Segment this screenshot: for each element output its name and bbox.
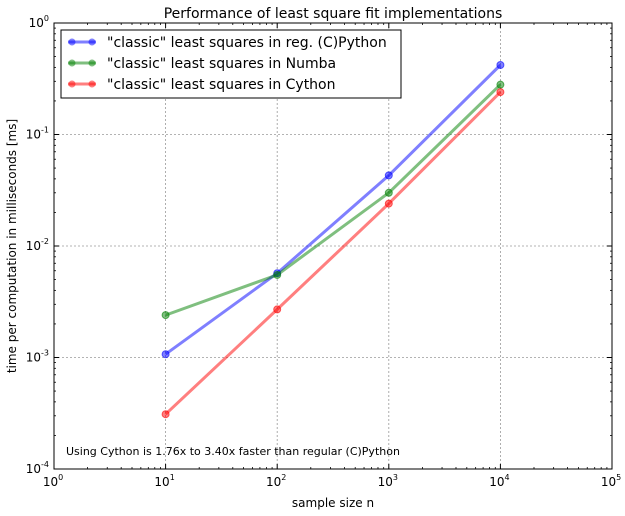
legend-label: "classic" least squares in Numba bbox=[107, 56, 336, 72]
data-point bbox=[384, 188, 393, 197]
grid-lines bbox=[54, 23, 612, 469]
plot-frame bbox=[53, 22, 613, 470]
data-point bbox=[384, 171, 393, 180]
data-point bbox=[384, 199, 393, 208]
x-tick-label: 102 bbox=[266, 473, 286, 489]
legend-label: "classic" least squares in Cython bbox=[107, 77, 336, 93]
data-point bbox=[273, 305, 282, 314]
y-tick-label: 100 bbox=[29, 14, 49, 30]
y-tick-label: 10-3 bbox=[26, 349, 49, 365]
legend-marker bbox=[88, 59, 96, 67]
data-point bbox=[161, 410, 170, 419]
data-point bbox=[496, 88, 505, 97]
data-point bbox=[496, 80, 505, 89]
x-tick-label: 101 bbox=[154, 473, 174, 489]
legend-box bbox=[60, 29, 402, 99]
chart-title: Performance of least square fit implemen… bbox=[164, 6, 503, 22]
x-tick-label: 105 bbox=[601, 473, 621, 489]
axis-ticks: 100 101 102 103 104 105 10-4 10-3 10-2 10-1 100 bbox=[26, 14, 621, 489]
legend-marker bbox=[88, 80, 96, 88]
x-axis-label: sample size n bbox=[292, 496, 374, 510]
legend: "classic" least squares in reg. (C)Pytho… bbox=[60, 29, 402, 99]
x-tick-label: 104 bbox=[489, 473, 509, 489]
y-axis-label: time per computation in milliseconds [ms… bbox=[5, 119, 19, 373]
series-line bbox=[165, 83, 502, 317]
data-point bbox=[161, 350, 170, 359]
legend-label: "classic" least squares in reg. (C)Pytho… bbox=[107, 35, 387, 51]
data-point bbox=[161, 311, 170, 320]
annotation-text: Using Cython is 1.76x to 3.40x faster th… bbox=[66, 445, 400, 458]
series-line bbox=[164, 63, 502, 356]
legend-marker bbox=[68, 59, 76, 67]
legend-marker bbox=[68, 38, 76, 46]
y-tick-label: 10-1 bbox=[26, 126, 49, 142]
legend-marker bbox=[88, 38, 96, 46]
data-point bbox=[496, 61, 505, 70]
y-tick-label: 10-4 bbox=[26, 460, 49, 476]
x-tick-label: 100 bbox=[43, 473, 63, 489]
series-line bbox=[164, 91, 502, 416]
data-point bbox=[273, 270, 282, 279]
data-series bbox=[161, 61, 505, 419]
legend-marker bbox=[68, 80, 76, 88]
y-tick-label: 10-2 bbox=[26, 237, 49, 253]
x-tick-label: 103 bbox=[378, 473, 398, 489]
